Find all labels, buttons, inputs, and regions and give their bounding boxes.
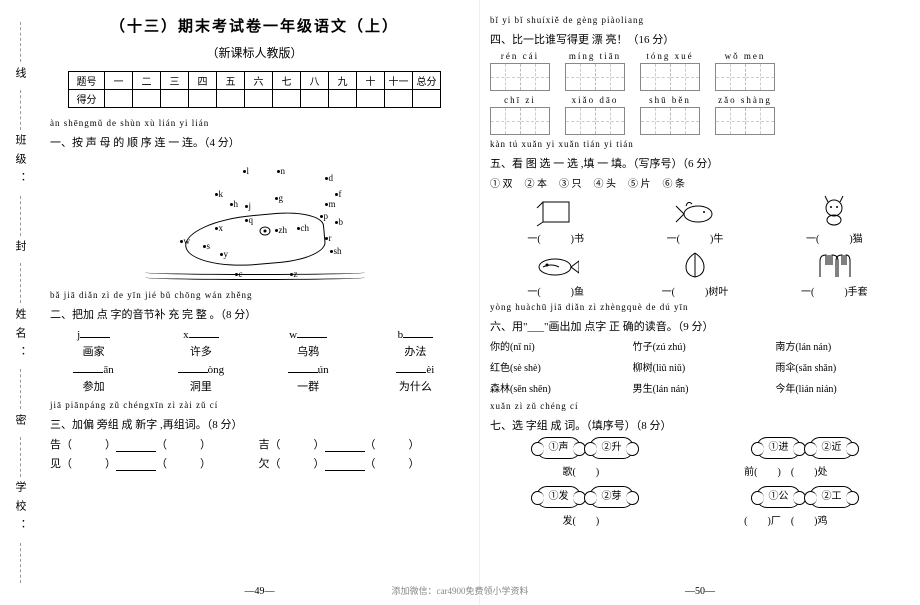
q3-title: 三、加偏 旁组 成 新字 ,再组词。（8 分） — [50, 416, 459, 432]
connect-dots-figure: lndfkhjgmqpbxzhchrwsyshcz — [125, 155, 385, 285]
q2-pinyin: bǎ jiā diǎn zì de yīn jié bǔ chōng wán z… — [50, 290, 459, 300]
page-left: （十三）期末考试卷一年级语文（上） （新课标人教版） 题号一二三四五六七八九十十… — [40, 0, 480, 605]
binding-sidebar: 线 班级： 封 姓名： 密 学校： — [0, 0, 40, 605]
q4-pinyin: bǐ yi bǐ shuíxiě de gèng piàoliang — [490, 15, 900, 25]
q6-pinyin: yòng huàchū jiā diǎn zì zhèngquè de dú y… — [490, 302, 900, 312]
q7-pinyin: xuǎn zì zǔ chéng cí — [490, 401, 900, 411]
side-label: 姓名： — [12, 308, 28, 365]
q5-title: 五、看 图 选 一 选 ,填 一 填。（写序号）（6 分） — [490, 155, 900, 171]
score-table: 题号一二三四五六七八九十十一总分 得分 — [68, 71, 441, 108]
page-right: bǐ yi bǐ shuíxiě de gèng piàoliang 四、比一比… — [480, 0, 920, 605]
page-number: —50— — [480, 586, 920, 597]
side-label: 密 — [12, 414, 28, 433]
side-label: 封 — [12, 240, 28, 259]
q1-pinyin: àn shēngmǔ de shùn xù lián yi lián — [50, 118, 459, 128]
exam-title: （十三）期末考试卷一年级语文（上） — [50, 15, 459, 36]
side-label: 学校： — [12, 481, 28, 538]
watermark: 添加微信：car4900免费领小学资料 — [392, 584, 529, 597]
q1-title: 一、按 声 母 的 顺 序 连 一 连。（4 分） — [50, 134, 459, 150]
exam-subtitle: （新课标人教版） — [50, 44, 459, 61]
q6-title: 六、用"___"画出加 点字 正 确的读音。（9 分） — [490, 318, 900, 334]
side-label: 线 — [12, 67, 28, 86]
q4-title: 四、比一比谁写得更 漂 亮！（16 分） — [490, 31, 900, 47]
side-label: 班级： — [12, 134, 28, 191]
q2-title: 二、把加 点 字的音节补 充 完 整 。（8 分） — [50, 306, 459, 322]
q7-title: 七、选 字组 成 词。（填序号）（8 分） — [490, 417, 900, 433]
q3-pinyin: jiā piānpáng zǔ chéngxīn zì zài zǔ cí — [50, 400, 459, 410]
q5-pinyin: kàn tú xuǎn yi xuǎn tián yi tián — [490, 139, 900, 149]
